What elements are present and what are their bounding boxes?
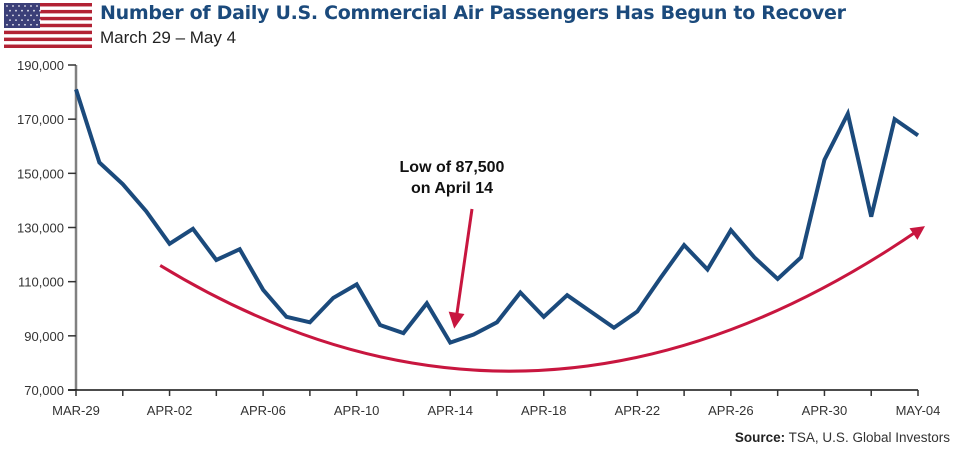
y-tick-label: 190,000 xyxy=(17,58,64,73)
flag-star xyxy=(33,9,35,12)
series-line xyxy=(74,88,920,346)
flag-star xyxy=(36,14,38,17)
us-flag-icon xyxy=(4,3,92,48)
y-tick-label: 150,000 xyxy=(17,166,64,181)
flag-star xyxy=(12,5,14,7)
y-tick-label: 130,000 xyxy=(17,221,64,236)
annotation-line-2: on April 14 xyxy=(411,180,493,197)
flag-star xyxy=(18,5,20,7)
y-tick-label: 110,000 xyxy=(18,275,64,290)
trend-arrow xyxy=(159,226,926,373)
flag-star xyxy=(30,5,32,7)
annotation-line-1: Low of 87,500 xyxy=(400,159,505,176)
flag-stripe xyxy=(4,44,92,48)
flag-star xyxy=(39,9,41,12)
source-label: Source: xyxy=(734,430,786,445)
source-note: Source: TSA, U.S. Global Investors xyxy=(735,430,950,445)
annotation-arrowhead xyxy=(448,311,465,329)
flag-star xyxy=(30,23,32,26)
flag-stripe xyxy=(4,9,92,14)
x-tick-label: MAY-04 xyxy=(896,403,941,418)
x-tick-label: APR-06 xyxy=(240,403,286,418)
y-tick-label: 90,000 xyxy=(24,329,64,344)
flag-star xyxy=(24,5,26,7)
flag-star xyxy=(21,9,23,12)
flag-star xyxy=(24,23,26,26)
flag-stripe xyxy=(4,30,92,35)
x-tick-label: APR-30 xyxy=(802,403,848,418)
chart-title: Number of Daily U.S. Commercial Air Pass… xyxy=(100,2,846,24)
y-axis: 70,000 90,000 110,000 130,000 150,000 170,000… xyxy=(17,58,78,398)
flag-star xyxy=(36,23,38,26)
x-tick-label: APR-14 xyxy=(427,403,473,418)
x-tick-label: APR-22 xyxy=(615,403,661,418)
source-text: TSA, U.S. Global Investors xyxy=(785,430,950,445)
x-tick-label: APR-10 xyxy=(334,403,380,418)
flag-star xyxy=(39,19,41,21)
flag-star xyxy=(12,23,14,26)
trend-curve xyxy=(159,229,918,373)
trend-arrowhead xyxy=(909,226,926,240)
x-tick-label: APR-26 xyxy=(708,403,754,418)
annotation: Low of 87,500 on April 14 xyxy=(400,159,505,329)
y-tick-label: 70,000 xyxy=(24,383,64,398)
flag-stripe xyxy=(4,3,92,7)
flag-star xyxy=(15,19,17,21)
flag-star xyxy=(9,19,11,21)
flag-star xyxy=(18,23,20,26)
chart-subtitle: March 29 – May 4 xyxy=(100,28,237,47)
flag-star xyxy=(6,5,8,7)
flag-stripe xyxy=(4,37,92,42)
flag-star xyxy=(12,14,14,17)
flag-star xyxy=(24,14,26,17)
flag-star xyxy=(36,5,38,7)
annotation-arrow-shaft xyxy=(454,208,474,319)
flag-star xyxy=(15,9,17,12)
flag-star xyxy=(21,19,23,21)
x-tick-label: APR-18 xyxy=(521,403,567,418)
x-tick-label: APR-02 xyxy=(147,403,193,418)
flag-stripe xyxy=(4,23,92,28)
flag-star xyxy=(6,14,8,17)
x-tick-label: MAR-29 xyxy=(52,403,100,418)
flag-star xyxy=(27,9,29,12)
flag-stripe xyxy=(4,16,92,21)
y-tick-label: 170,000 xyxy=(17,112,64,127)
flag-star xyxy=(9,9,11,12)
flag-star xyxy=(27,19,29,21)
x-axis: MAR-29 APR-02 APR-06 APR-10 APR-14 APR-18 APR-… xyxy=(52,389,941,418)
flag-star xyxy=(6,23,8,26)
flag-star xyxy=(33,19,35,21)
flag-star xyxy=(18,14,20,17)
flag-star xyxy=(30,14,32,17)
